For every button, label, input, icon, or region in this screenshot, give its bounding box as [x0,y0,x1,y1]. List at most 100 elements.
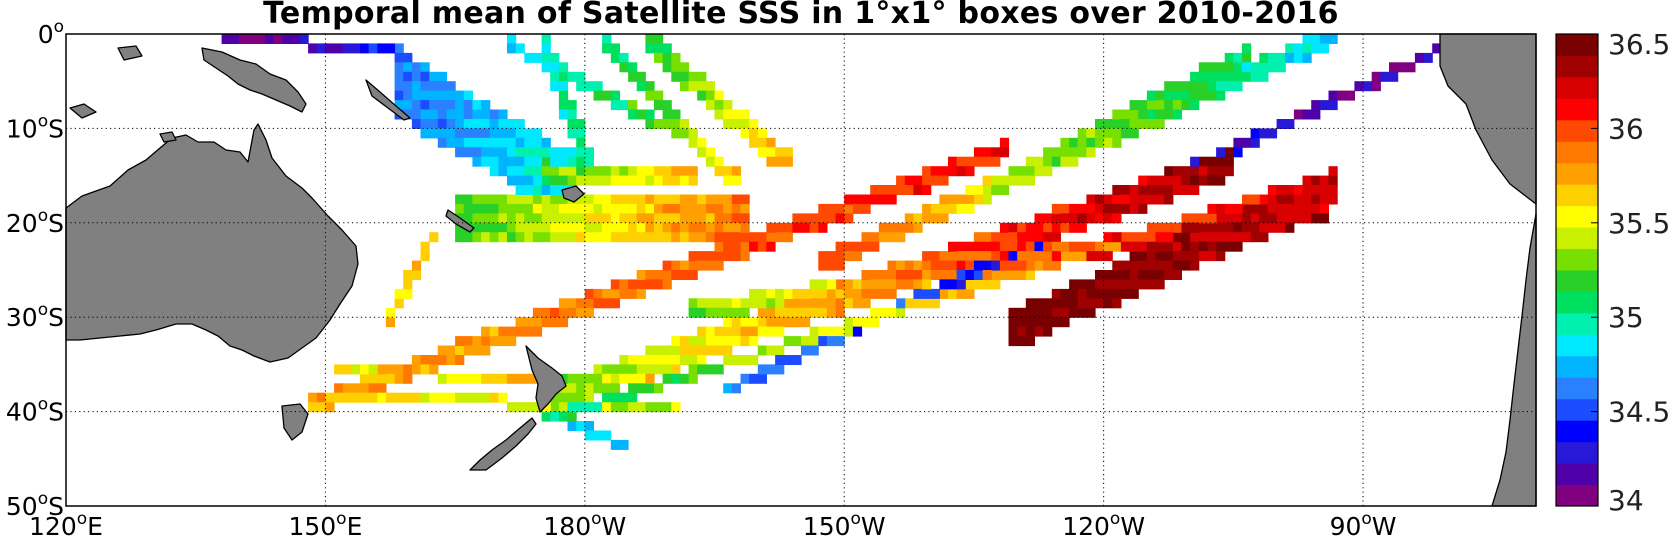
sss-cell [1095,213,1105,224]
sss-cell [1112,241,1122,252]
sss-cell [965,194,975,205]
sss-cell [1164,270,1174,280]
sss-cell [524,52,534,63]
degree-mark: o [38,489,48,509]
sss-cell [645,402,655,413]
sss-cell [662,222,672,233]
sss-cell [550,194,560,205]
sss-cell [316,43,326,54]
sss-cell [654,194,664,205]
sss-cell [1164,222,1174,233]
sss-cell [679,194,690,205]
sss-cell [654,175,664,186]
sss-cell [662,373,672,384]
sss-cell [956,279,966,290]
sss-cell [662,119,672,129]
sss-cell [584,213,594,224]
sss-cell [1077,222,1087,233]
sss-cell [757,241,767,252]
sss-cell [437,392,447,403]
sss-cell [714,241,724,252]
sss-cell [558,156,569,167]
sss-cell [558,232,569,243]
sss-cell [550,317,560,328]
sss-cell [887,307,897,318]
sss-cell [1311,34,1321,44]
sss-cell [775,364,785,375]
sss-cell [1051,260,1061,271]
sss-cell [705,203,716,214]
sss-cell [809,336,819,347]
sss-cell [662,203,672,214]
sss-cell [282,34,292,44]
sss-cell [783,232,793,243]
sss-cell [705,307,716,318]
sss-cell [1164,175,1174,186]
sss-cell [654,279,664,290]
sss-cell [1216,175,1226,186]
sss-cell [325,43,335,54]
sss-cell [532,185,543,195]
sss-cell [437,100,447,111]
sss-cell [1233,52,1243,63]
sss-cell [1112,260,1122,271]
sss-cell [550,156,560,167]
sss-cell [783,222,793,233]
sss-cell [662,175,672,186]
sss-cell [1034,260,1044,271]
sss-cell [1224,71,1234,82]
sss-cell [1276,194,1286,205]
sss-cell [515,402,525,413]
sss-cell [1216,62,1226,73]
sss-cell [662,260,672,271]
sss-cell [1129,251,1139,262]
sss-cell [394,288,404,299]
sss-cell [904,279,914,290]
sss-cell [818,279,828,290]
sss-cell [645,43,655,54]
sss-cell [913,298,923,309]
sss-cell [835,241,845,252]
sss-cell [411,90,422,101]
sss-cell [342,364,352,375]
sss-cell [1025,326,1035,337]
sss-cell [437,119,447,129]
sss-cell [991,175,1001,186]
sss-cell [1207,156,1217,167]
hemisphere-letter: E [347,512,363,539]
sss-cell [714,307,724,318]
sss-cell [939,288,949,299]
sss-cell [740,109,750,120]
hemisphere-letter: S [48,398,64,427]
sss-cell [308,392,318,403]
sss-cell [1242,137,1252,148]
sss-cell [1216,232,1226,243]
sss-cell [558,175,569,186]
sss-cell [524,175,534,186]
sss-cell [610,392,620,403]
sss-cell [1198,175,1208,186]
colorbar-segment [1556,291,1598,314]
sss-cell [896,175,906,186]
sss-cell [1242,52,1252,63]
sss-cell [749,288,759,299]
sss-cell [429,119,439,129]
sss-cell [1259,128,1269,139]
sss-cell [999,241,1010,252]
sss-cell [628,222,638,233]
sss-cell [1267,128,1278,139]
sss-cell [472,137,482,148]
sss-cell [1319,175,1329,186]
sss-cell [394,298,404,309]
sss-cell [982,175,992,186]
sss-cell [1138,119,1148,129]
sss-cell [801,345,811,356]
sss-cell [705,326,716,337]
sss-cell [1328,166,1338,177]
sss-cell [766,222,776,233]
sss-cell [498,119,508,129]
sss-cell [1414,52,1425,63]
sss-cell [472,373,482,384]
sss-cell [801,317,811,328]
sss-cell [870,317,880,328]
